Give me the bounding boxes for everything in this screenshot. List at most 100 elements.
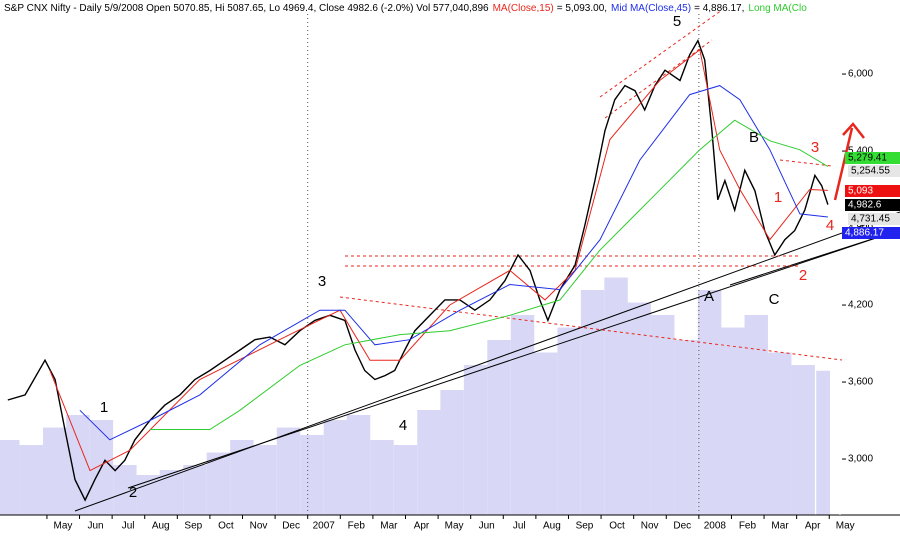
x-tick-label: Apr — [805, 521, 821, 532]
y-tick-label: 6,000 — [848, 69, 873, 80]
legend-name: Long MA(Clo — [748, 3, 807, 14]
wave-label: A — [704, 288, 714, 305]
volume-bar — [744, 315, 768, 515]
x-tick-label: Feb — [348, 521, 366, 532]
x-tick-label: 2007 — [313, 521, 336, 532]
y-tick-label: 3,000 — [848, 454, 873, 465]
volume-bar — [159, 470, 184, 515]
volume-bar — [533, 352, 558, 515]
volume-bar — [206, 452, 231, 515]
trend-line — [779, 159, 833, 167]
x-tick-label: Sep — [184, 521, 202, 532]
x-tick-label: May — [836, 521, 855, 532]
x-tick-label: Jun — [87, 521, 103, 532]
chart-title: S&P CNX Nifty - Daily 5/9/2008 Open 5070… — [4, 3, 489, 14]
arrow — [833, 127, 854, 201]
volume-bar — [253, 445, 277, 515]
series-layer — [7, 39, 829, 502]
volume-bar — [697, 290, 722, 515]
price-label-box — [845, 152, 900, 164]
y-tick-label: 5,400 — [848, 146, 873, 157]
x-tick-label: 2008 — [704, 521, 727, 532]
volume-bar — [66, 415, 90, 515]
volume-bar — [627, 302, 651, 515]
trend-line — [729, 229, 900, 286]
y-tick-label: 3,600 — [848, 377, 873, 388]
price-line — [49, 48, 828, 472]
wave-label: 3 — [318, 273, 326, 290]
price-line — [7, 39, 829, 502]
volume-bar — [650, 315, 675, 515]
x-tick-label: May — [445, 521, 464, 532]
volume-layer — [0, 277, 830, 515]
wave-label: 4 — [826, 217, 834, 234]
volume-bar — [393, 445, 418, 515]
volume-bar — [300, 435, 324, 515]
volume-bar — [510, 315, 535, 515]
wave-label: 1 — [774, 189, 782, 206]
price-label: 5,254.55 — [851, 166, 890, 177]
volume-bar — [816, 370, 830, 515]
wave-label: 2 — [129, 484, 137, 501]
legend-name: Mid MA(Close,45) — [611, 3, 691, 14]
legend-value: = 4,886.17, — [694, 3, 744, 14]
trend-line — [599, 9, 723, 98]
wave-label: 1 — [100, 399, 108, 416]
header: S&P CNX Nifty - Daily 5/9/2008 Open 5070… — [4, 3, 807, 14]
price-label: 4,886.17 — [845, 228, 884, 239]
arrow-head — [842, 122, 865, 139]
x-tick-label: Oct — [609, 521, 625, 532]
price-line — [149, 119, 829, 430]
wave-label: B — [749, 129, 759, 146]
volume-bar — [323, 420, 348, 515]
trend-line — [127, 229, 900, 489]
price-line — [79, 85, 828, 441]
x-tick-label: Aug — [543, 521, 561, 532]
volume-bar — [276, 427, 301, 515]
trend-line — [74, 211, 900, 512]
volume-bar — [136, 475, 161, 515]
price-label-box — [848, 165, 900, 177]
wave-label: 4 — [399, 417, 407, 434]
volume-bar — [767, 352, 792, 515]
volume-bar — [721, 327, 745, 515]
volume-bar — [113, 465, 137, 515]
y-tick-label: 4,200 — [848, 300, 873, 311]
price-label-box — [845, 199, 900, 211]
legend-name: MA(Close,15) — [493, 3, 554, 14]
price-label-box — [848, 213, 900, 225]
label-layer: May Jun Jul Aug Sep Oct Nov Dec 2007 Feb Mar Apr May… — [53, 13, 900, 532]
volume-bar — [674, 340, 698, 515]
volume-bar — [791, 365, 815, 515]
volume-bar — [604, 277, 628, 515]
volume-bar — [43, 427, 67, 515]
volume-bar — [580, 290, 605, 515]
x-tick-label: Dec — [673, 521, 691, 532]
volume-bar — [463, 365, 488, 515]
x-tick-label: Sep — [576, 521, 594, 532]
volume-bar — [346, 415, 371, 515]
x-tick-label: Jun — [479, 521, 495, 532]
price-label: 5,093 — [848, 186, 873, 197]
price-label: 5,279.41 — [848, 153, 887, 164]
x-tick-label: Nov — [250, 521, 268, 532]
volume-bar — [370, 440, 394, 515]
x-tick-label: Jul — [122, 521, 135, 532]
volume-bar — [183, 465, 207, 515]
x-tick-label: Mar — [771, 521, 789, 532]
trend-line — [339, 296, 843, 361]
price-label: 4,731.45 — [851, 214, 890, 225]
volume-bar — [487, 340, 511, 515]
x-tick-label: Aug — [152, 521, 170, 532]
legend-value: = 5,093.00, — [557, 3, 607, 14]
wave-label: 2 — [799, 267, 807, 284]
price-label-box — [842, 227, 900, 239]
trend-lines — [74, 9, 900, 512]
x-tick-label: Apr — [414, 521, 430, 532]
x-tick-label: Nov — [641, 521, 659, 532]
x-tick-label: Jul — [513, 521, 526, 532]
x-tick-label: Feb — [739, 521, 757, 532]
x-tick-label: Oct — [218, 521, 234, 532]
x-tick-label: Dec — [282, 521, 300, 532]
